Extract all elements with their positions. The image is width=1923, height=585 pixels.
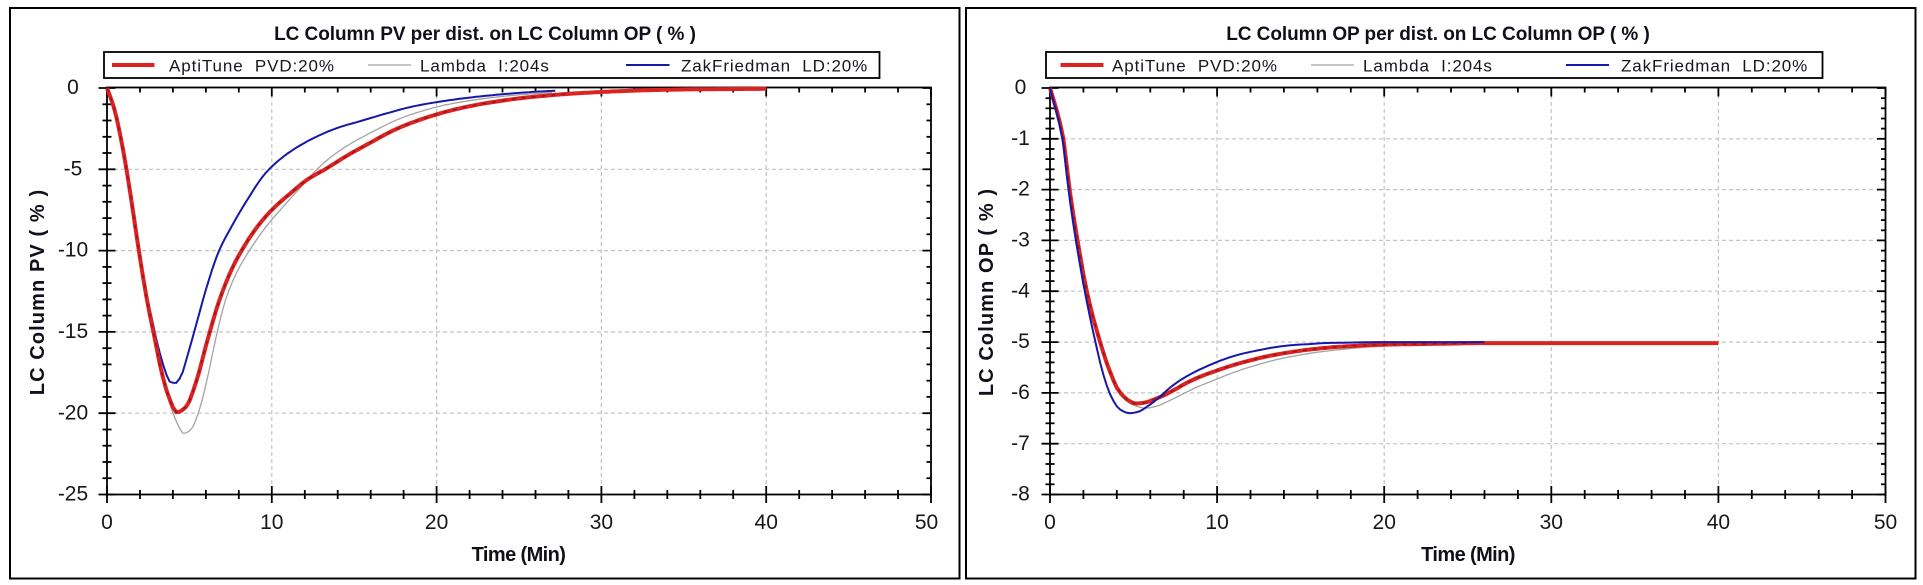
svg-text:0: 0	[101, 511, 113, 534]
svg-text:ZakFriedman LD:20%: ZakFriedman LD:20%	[1621, 57, 1808, 76]
svg-text:0: 0	[1015, 76, 1027, 99]
svg-text:30: 30	[590, 511, 613, 534]
svg-text:-7: -7	[1011, 432, 1030, 455]
svg-text:LC Column OP per dist. on LC C: LC Column OP per dist. on LC Column OP (…	[1226, 24, 1650, 45]
svg-text:Lambda I:204s: Lambda I:204s	[420, 57, 550, 76]
svg-text:Time (Min): Time (Min)	[1421, 544, 1515, 566]
svg-text:40: 40	[1707, 511, 1730, 534]
svg-text:40: 40	[755, 511, 778, 534]
svg-text:50: 50	[1874, 511, 1897, 534]
svg-text:Lambda I:204s: Lambda I:204s	[1363, 57, 1493, 76]
svg-text:10: 10	[1205, 511, 1228, 534]
svg-text:ZakFriedman LD:20%: ZakFriedman LD:20%	[681, 57, 868, 76]
svg-text:-15: -15	[58, 320, 88, 343]
svg-text:-2: -2	[1011, 178, 1030, 201]
svg-text:Time (Min): Time (Min)	[472, 544, 566, 566]
svg-text:-5: -5	[1011, 330, 1030, 353]
svg-text:50: 50	[915, 511, 938, 534]
svg-text:-10: -10	[58, 239, 88, 262]
svg-text:AptiTune PVD:20%: AptiTune PVD:20%	[169, 57, 335, 76]
svg-text:AptiTune PVD:20%: AptiTune PVD:20%	[1112, 57, 1278, 76]
svg-text:-6: -6	[1011, 381, 1030, 404]
svg-text:-4: -4	[1011, 279, 1030, 302]
svg-text:0: 0	[1044, 511, 1056, 534]
svg-text:-25: -25	[58, 483, 88, 506]
svg-text:20: 20	[1373, 511, 1396, 534]
svg-text:0: 0	[67, 76, 79, 99]
svg-text:LC Column PV per dist. on LC C: LC Column PV per dist. on LC Column OP (…	[274, 24, 696, 45]
svg-text:LC Column PV ( % ): LC Column PV ( % )	[27, 189, 49, 395]
svg-text:30: 30	[1540, 511, 1563, 534]
svg-text:-1: -1	[1011, 127, 1030, 150]
svg-text:-5: -5	[64, 157, 83, 180]
svg-text:LC Column OP ( % ): LC Column OP ( % )	[976, 188, 998, 396]
svg-text:10: 10	[260, 511, 283, 534]
svg-text:-8: -8	[1011, 483, 1030, 506]
svg-text:-3: -3	[1011, 229, 1030, 252]
svg-text:-20: -20	[58, 401, 88, 424]
svg-text:20: 20	[425, 511, 448, 534]
